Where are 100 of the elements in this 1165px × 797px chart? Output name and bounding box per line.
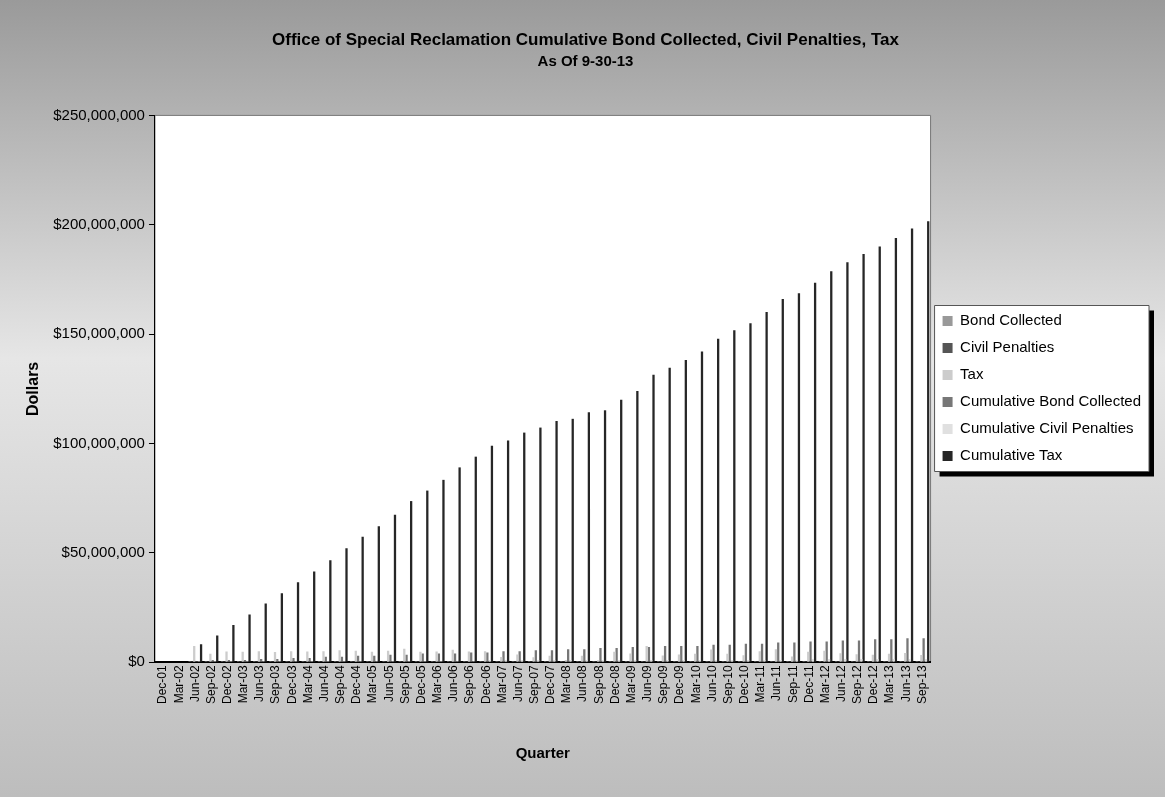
x-tick-label: Jun-04 bbox=[316, 664, 331, 703]
x-tick-label: Sep-08 bbox=[591, 664, 606, 705]
bar bbox=[290, 651, 293, 662]
x-tick-label: Mar-10 bbox=[688, 664, 703, 704]
bar bbox=[389, 654, 392, 662]
bar bbox=[539, 427, 542, 662]
bar bbox=[599, 648, 602, 662]
y-tick-label: $200,000,000 bbox=[53, 214, 145, 232]
bar bbox=[924, 659, 928, 662]
legend-label: Cumulative Bond Collected bbox=[960, 392, 1142, 410]
chart-title: Office of Special Reclamation Cumulative Bond Collected, Civil Penalties, Tax bbox=[272, 29, 900, 49]
x-tick-label: Sep-13 bbox=[914, 664, 929, 705]
bar bbox=[827, 659, 831, 662]
x-tick-label: Dec-03 bbox=[284, 664, 299, 704]
bar bbox=[857, 640, 861, 662]
x-tick-label: Dec-10 bbox=[737, 664, 752, 704]
x-axis-title: Quarter bbox=[515, 744, 571, 762]
bar bbox=[726, 653, 729, 662]
x-tick-label: Jun-13 bbox=[898, 664, 913, 703]
x-tick-label: Mar-11 bbox=[753, 664, 768, 703]
bar bbox=[232, 624, 235, 662]
bar bbox=[749, 323, 752, 662]
x-tick-label: Jun-11 bbox=[769, 664, 784, 702]
bar bbox=[292, 657, 295, 662]
x-tick-label: Sep-05 bbox=[397, 664, 412, 705]
y-tick-label: $50,000,000 bbox=[61, 543, 145, 561]
x-tick-label: Mar-12 bbox=[817, 664, 832, 704]
bar bbox=[636, 391, 639, 662]
bar bbox=[843, 659, 847, 662]
x-tick-label: Dec-11 bbox=[801, 664, 816, 704]
x-tick-label: Dec-04 bbox=[349, 664, 364, 704]
bar bbox=[532, 657, 535, 662]
bar bbox=[904, 652, 907, 662]
x-tick-label: Jun-07 bbox=[510, 664, 525, 703]
y-tick-label: $250,000,000 bbox=[53, 105, 145, 123]
bar bbox=[874, 639, 877, 662]
bar bbox=[855, 654, 858, 662]
x-tick-label: Dec-09 bbox=[672, 664, 687, 704]
x-tick-label: Mar-08 bbox=[559, 664, 574, 704]
legend-label: Civil Penalties bbox=[960, 338, 1055, 356]
bar bbox=[583, 649, 586, 662]
y-tick-label: $0 bbox=[128, 652, 145, 670]
x-tick-label: Dec-08 bbox=[607, 664, 622, 704]
x-tick-label: Sep-04 bbox=[333, 664, 348, 705]
bar bbox=[892, 659, 895, 662]
bar bbox=[345, 548, 348, 662]
bar bbox=[860, 659, 863, 662]
bar bbox=[209, 653, 212, 662]
bar bbox=[809, 641, 812, 662]
bar bbox=[758, 651, 761, 662]
bar bbox=[677, 654, 681, 662]
y-axis-title: Dollars bbox=[24, 361, 42, 416]
bar bbox=[308, 657, 311, 662]
x-tick-label: Sep-03 bbox=[268, 664, 283, 705]
x-tick-label: Dec-07 bbox=[543, 664, 558, 704]
x-tick-label: Mar-04 bbox=[300, 664, 315, 704]
bar bbox=[774, 649, 778, 662]
bar bbox=[322, 651, 325, 662]
x-tick-label: Sep-10 bbox=[720, 664, 735, 705]
legend-label: Cumulative Tax bbox=[960, 446, 1063, 464]
x-tick-label: Mar-13 bbox=[882, 664, 897, 704]
bar bbox=[500, 657, 503, 662]
bar bbox=[338, 650, 341, 662]
x-tick-label: Jun-06 bbox=[446, 664, 461, 703]
y-tick-label: $100,000,000 bbox=[53, 433, 145, 451]
x-tick-label: Sep-02 bbox=[203, 664, 218, 705]
x-tick-label: Sep-07 bbox=[527, 664, 541, 705]
x-tick-label: Dec-06 bbox=[478, 664, 493, 704]
x-tick-label: Dec-12 bbox=[866, 664, 881, 704]
bar bbox=[823, 650, 826, 662]
x-tick-label: Dec-01 bbox=[155, 664, 170, 704]
y-tick-label: $150,000,000 bbox=[53, 324, 145, 342]
bar bbox=[846, 262, 849, 662]
x-tick-label: Jun-10 bbox=[704, 664, 719, 703]
x-tick-label: Jun-08 bbox=[575, 664, 590, 703]
bar bbox=[199, 644, 203, 662]
bar bbox=[567, 649, 570, 662]
bar bbox=[742, 655, 745, 662]
bar bbox=[890, 639, 893, 662]
bar bbox=[225, 651, 228, 662]
bar bbox=[712, 644, 715, 662]
bar bbox=[793, 642, 796, 662]
x-tick-label: Mar-03 bbox=[236, 664, 251, 704]
bar bbox=[340, 656, 344, 662]
x-tick-label: Mar-07 bbox=[494, 664, 509, 704]
bar bbox=[839, 653, 842, 662]
legend-label: Cumulative Civil Penalties bbox=[960, 419, 1134, 437]
bar bbox=[405, 654, 408, 662]
bar bbox=[922, 638, 925, 662]
bar bbox=[629, 653, 632, 662]
x-tick-label: Mar-06 bbox=[430, 664, 445, 704]
bar bbox=[862, 254, 865, 662]
x-tick-label: Mar-09 bbox=[623, 664, 638, 704]
x-tick-label: Mar-02 bbox=[171, 664, 186, 704]
x-tick-label: Mar-05 bbox=[365, 664, 380, 704]
bar bbox=[273, 652, 277, 662]
bar bbox=[442, 479, 445, 662]
bar bbox=[765, 312, 768, 662]
bar bbox=[555, 421, 558, 662]
x-tick-label: Jun-03 bbox=[252, 664, 267, 703]
